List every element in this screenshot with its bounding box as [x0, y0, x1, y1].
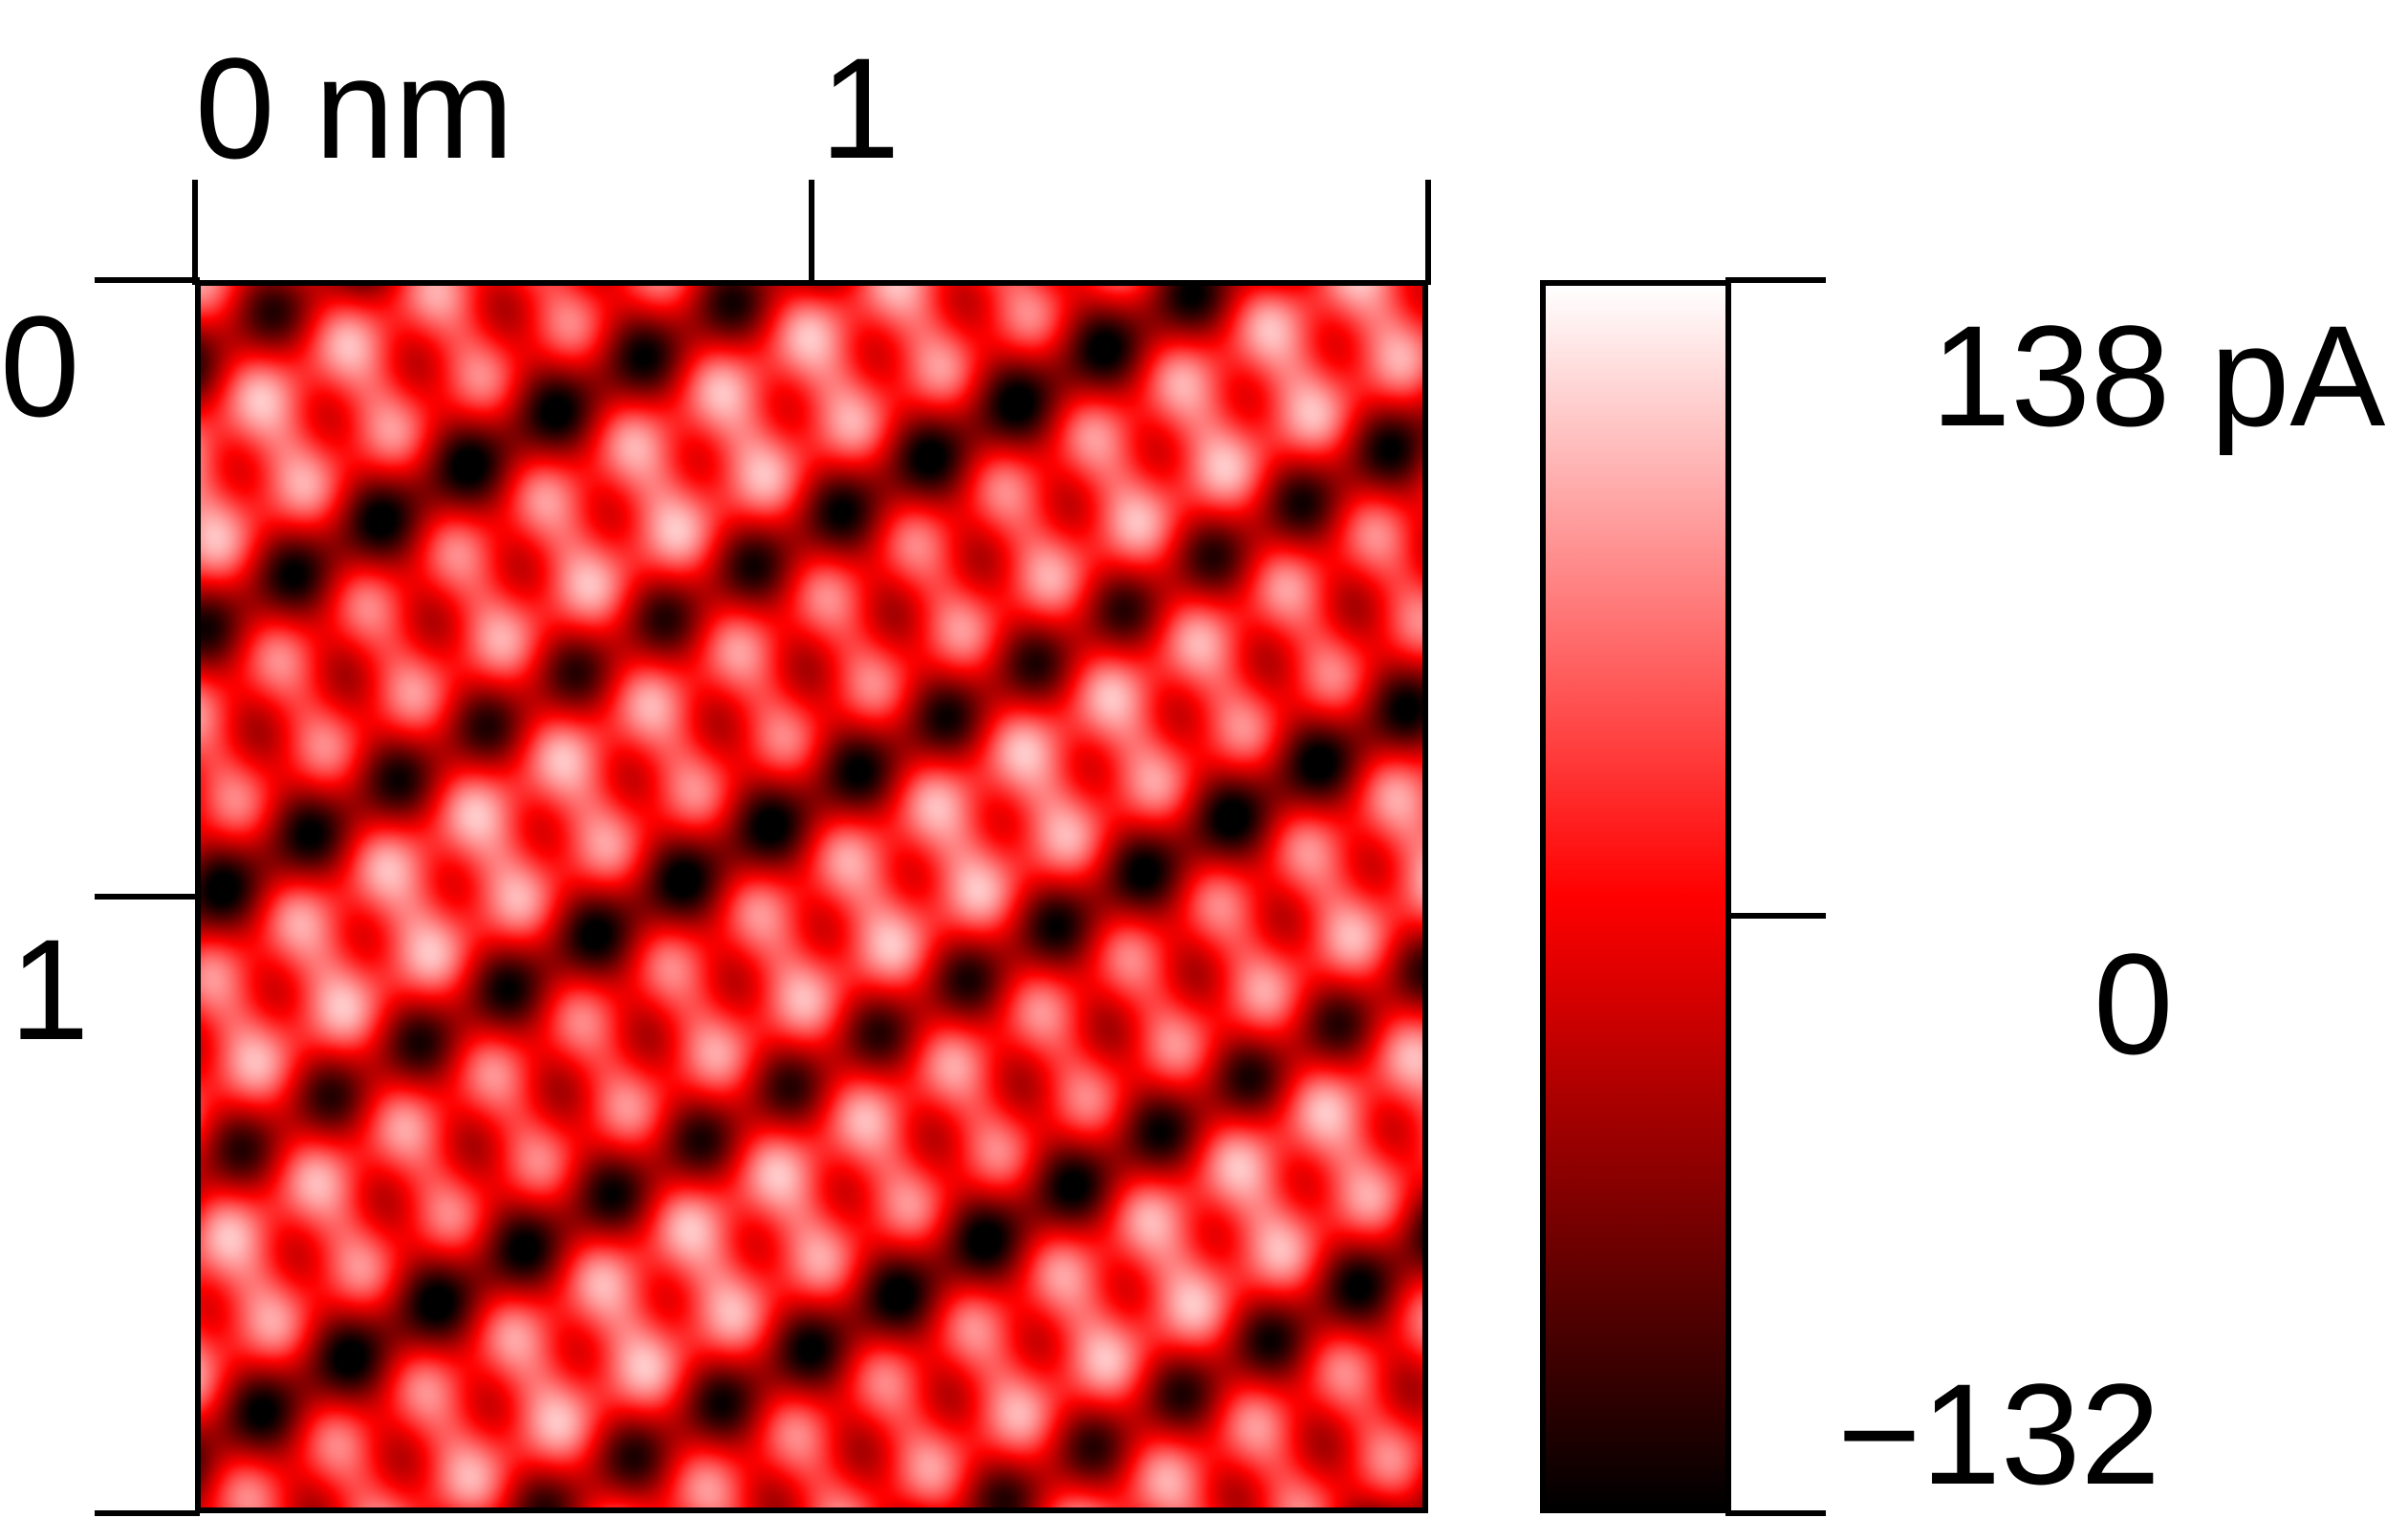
x-axis-tick-1 [809, 180, 814, 285]
colorbar-zero-label: 0 [2093, 923, 2174, 1084]
y-tick-label-0: 0 [0, 286, 80, 446]
y-axis-tick-0 [95, 277, 200, 283]
stm-current-image [195, 280, 1428, 1513]
y-axis-tick-2 [95, 1510, 200, 1516]
colorbar-max-label: 138 pA [1931, 295, 2386, 456]
colorbar-tick-zero [1725, 913, 1826, 919]
colorbar [1540, 280, 1731, 1513]
colorbar-min-label: −132 [1837, 1354, 2160, 1514]
colorbar-tick-max [1725, 277, 1826, 283]
y-tick-label-1: 1 [10, 909, 90, 1070]
x-axis-tick-2 [1425, 180, 1431, 285]
x-axis-tick-0 [192, 180, 198, 285]
x-tick-label-1: 1 [820, 28, 900, 188]
y-axis-tick-1 [95, 894, 200, 900]
x-tick-label-0: 0 nm [195, 28, 514, 188]
stm-current-map [201, 286, 1422, 1507]
colorbar-tick-min [1725, 1510, 1826, 1516]
